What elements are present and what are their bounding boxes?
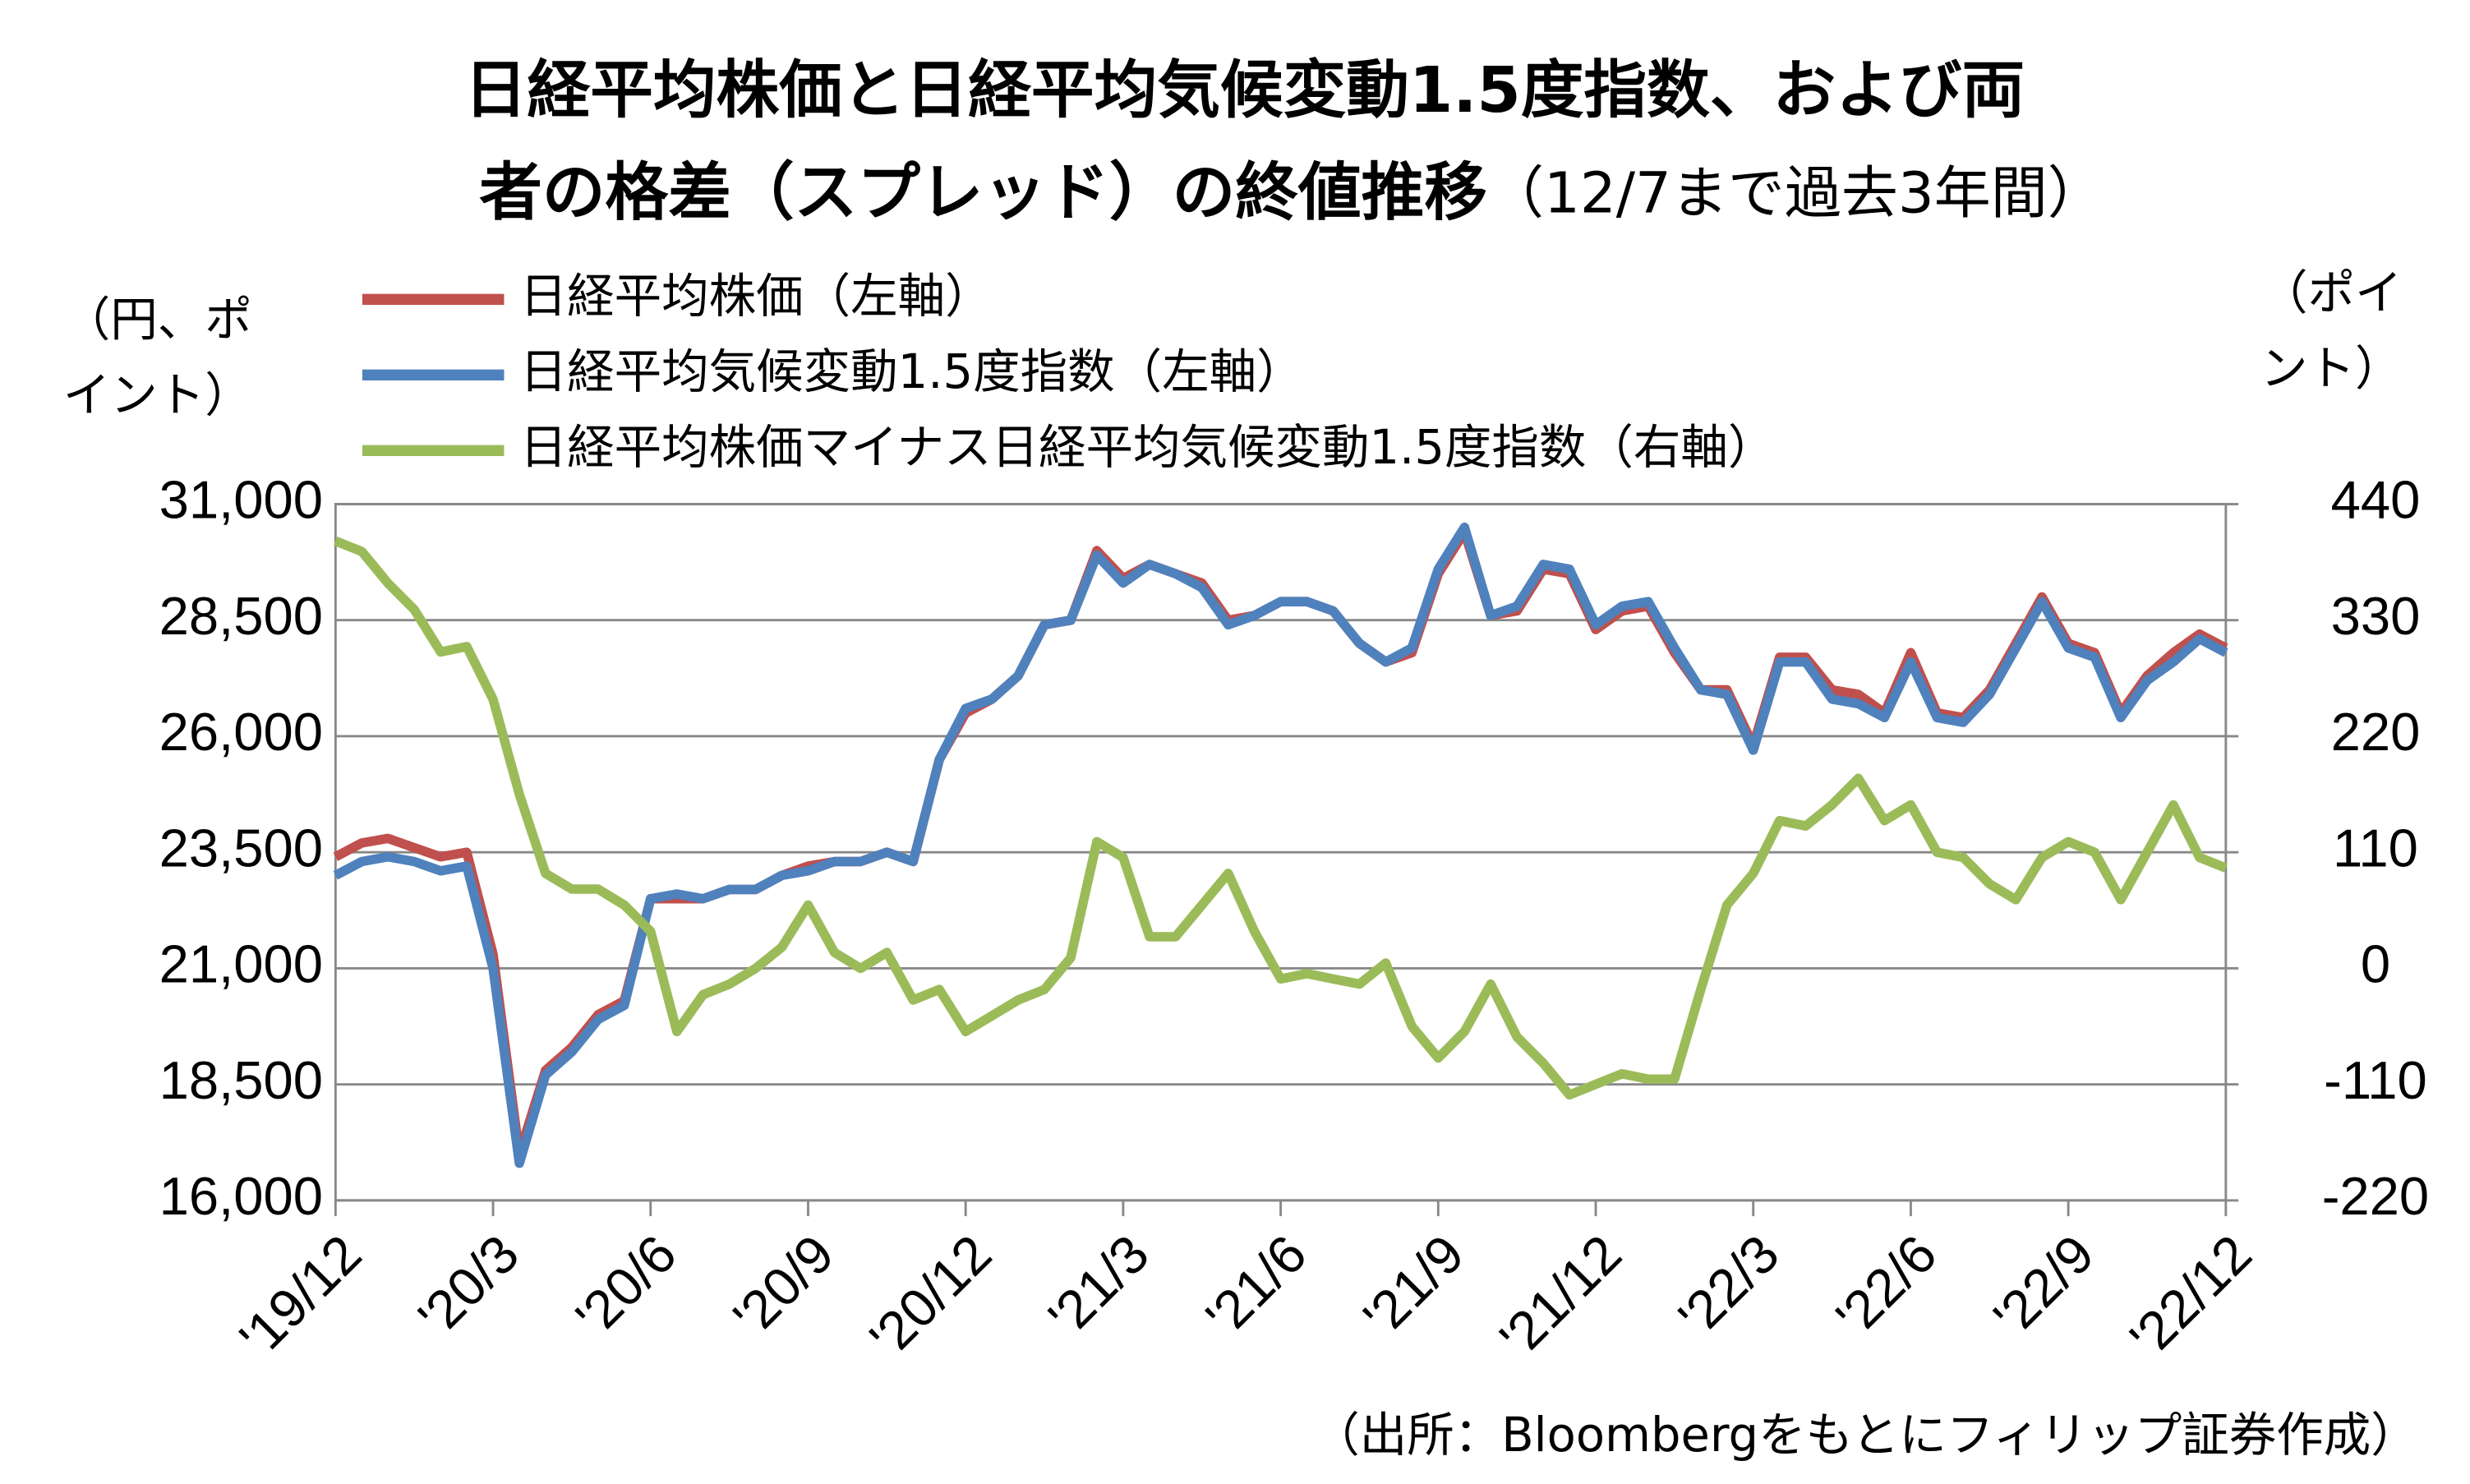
- y-tick-label: 21,000: [159, 934, 323, 994]
- y2-tick-label: 0: [2361, 934, 2390, 994]
- x-tick-label: '22/12: [2118, 1224, 2263, 1368]
- x-tick-label: '20/3: [407, 1224, 530, 1347]
- y2-tick-label: 330: [2331, 586, 2421, 646]
- y-axis-label: （円、ポ: [63, 293, 252, 348]
- y-tick-label: 16,000: [159, 1166, 323, 1226]
- x-tick-label: '21/12: [1488, 1224, 1633, 1368]
- x-tick-label: '21/9: [1352, 1224, 1475, 1347]
- x-tick-label: '20/6: [565, 1224, 688, 1347]
- legend-label: 日経平均気候変動1.5度指数（左軸）: [520, 344, 1304, 399]
- series-line: [333, 527, 2228, 1159]
- source-note: （出所：Bloombergをもとにフィリップ証券作成）: [1312, 1408, 2418, 1463]
- y-tick-label: 23,500: [159, 818, 323, 878]
- y2-tick-label: 110: [2333, 818, 2418, 878]
- x-tick-label: '19/12: [228, 1224, 373, 1368]
- x-tick-label: '22/3: [1667, 1224, 1790, 1347]
- chart-title: 日経平均株価と日経平均気候変動1.5度指数、および両: [464, 54, 2025, 127]
- y-tick-label: 31,000: [159, 470, 323, 530]
- x-tick-label: '20/12: [859, 1224, 1003, 1368]
- y-tick-label: 26,000: [159, 702, 323, 762]
- y2-tick-label: -110: [2324, 1050, 2427, 1110]
- chart-subtitle: （12/7まで過去3年間）: [1487, 161, 2104, 227]
- y2-tick-label: -220: [2322, 1166, 2429, 1226]
- series-line: [334, 537, 2228, 1100]
- chart-title: 者の格差（スプレッド）の終値推移（12/7まで過去3年間）: [479, 157, 2104, 230]
- x-tick-label: '22/6: [1824, 1224, 1947, 1347]
- y2-tick-label: 440: [2331, 470, 2421, 530]
- legend-label: 日経平均株価（左軸）: [520, 269, 993, 324]
- x-tick-label: '21/3: [1037, 1224, 1160, 1347]
- x-tick-label: '21/6: [1195, 1224, 1318, 1347]
- y-tick-label: 28,500: [159, 586, 323, 646]
- y-tick-label: 18,500: [159, 1050, 323, 1110]
- y2-axis-label: ント）: [2260, 341, 2403, 396]
- y2-axis-label: （ポイ: [2260, 265, 2403, 320]
- legend-label: 日経平均株価マイナス日経平均気候変動1.5度指数（右軸）: [520, 420, 1776, 475]
- series-line: [333, 522, 2228, 1168]
- x-tick-label: '20/9: [721, 1224, 845, 1347]
- chart-title: 者の格差（スプレッド）の終値推移: [479, 157, 1487, 230]
- y-axis-label: イント）: [63, 368, 252, 423]
- y2-tick-label: 220: [2331, 702, 2421, 762]
- x-tick-label: '22/9: [1982, 1224, 2105, 1347]
